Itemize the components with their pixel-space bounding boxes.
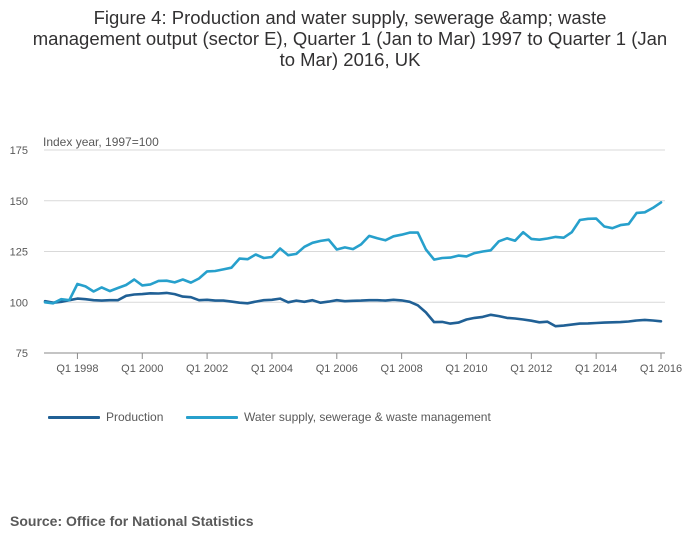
x-tick-label-3: Q1 2004	[251, 363, 293, 375]
title-line-3: to Mar) 2016, UK	[279, 49, 421, 70]
x-tick-label-8: Q1 2014	[575, 363, 617, 375]
legend-label-water-supply: Water supply, sewerage & waste managemen…	[244, 410, 491, 424]
y-tick-label-75: 75	[16, 348, 28, 360]
y-axis-label: Index year, 1997=100	[43, 135, 159, 149]
series-line-water-supply	[43, 201, 663, 305]
x-tick-label-4: Q1 2006	[316, 363, 358, 375]
title-line-2: management output (sector E), Quarter 1 …	[32, 28, 668, 49]
legend-swatch-production	[48, 415, 100, 419]
legend: Production Water supply, sewerage & wast…	[0, 409, 700, 425]
y-tick-label-150: 150	[10, 196, 28, 208]
source-note: Source: Office for National Statistics	[10, 513, 254, 529]
series-line-production	[43, 291, 663, 328]
x-tick-label-6: Q1 2010	[445, 363, 487, 375]
y-tick-label-100: 100	[10, 297, 28, 309]
x-tick-label-7: Q1 2012	[510, 363, 552, 375]
legend-item-water-supply[interactable]: Water supply, sewerage & waste managemen…	[186, 409, 491, 425]
legend-label-production: Production	[106, 410, 164, 424]
y-tick-label-175: 175	[10, 145, 28, 157]
x-tick-label-2: Q1 2002	[186, 363, 228, 375]
chart-title: Figure 4: Production and water supply, s…	[20, 7, 680, 70]
x-tick-label-0: Q1 1998	[56, 363, 98, 375]
legend-swatch-water-supply	[186, 415, 238, 419]
legend-item-production[interactable]: Production	[48, 409, 163, 425]
x-tick-label-5: Q1 2008	[381, 363, 423, 375]
x-tick-label-9: Q1 2016	[640, 363, 682, 375]
x-tick-label-1: Q1 2000	[121, 363, 163, 375]
y-tick-label-125: 125	[10, 247, 28, 259]
title-line-1: Figure 4: Production and water supply, s…	[93, 7, 607, 28]
